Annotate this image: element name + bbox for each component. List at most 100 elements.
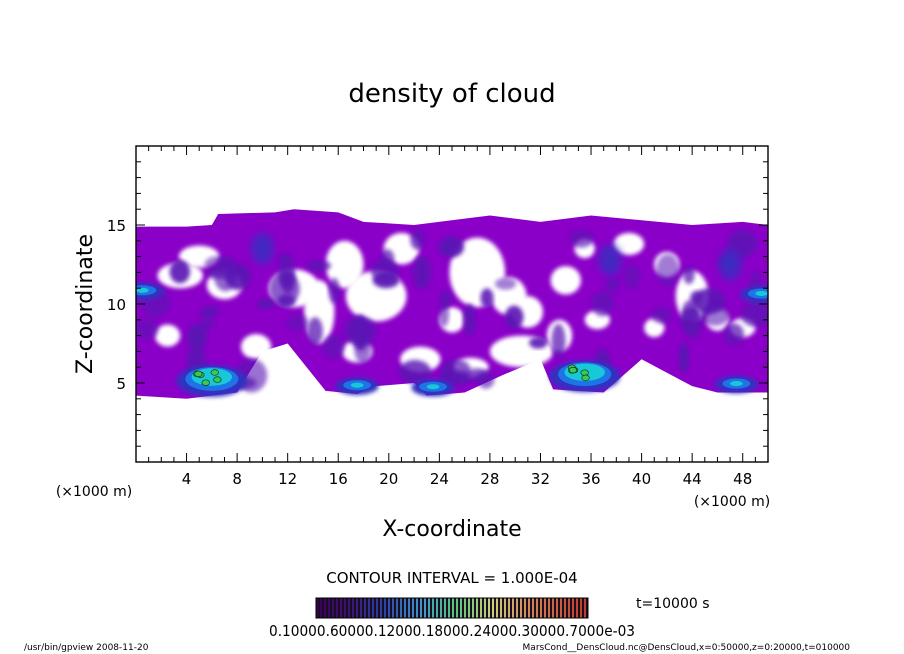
peak-contour — [201, 379, 210, 386]
colorbar-cell — [448, 598, 451, 618]
density-blotch — [740, 302, 768, 327]
colorbar-cell — [474, 598, 477, 618]
colorbar-cell — [498, 598, 501, 618]
time-label: t=10000 s — [636, 596, 710, 612]
x-tick-label: 32 — [531, 470, 550, 488]
colorbar-cell — [454, 598, 457, 618]
density-blotch — [451, 370, 471, 385]
colorbar-cell — [368, 598, 371, 618]
colorbar-cell — [580, 598, 583, 618]
density-blotch — [380, 249, 395, 268]
x-tick-label: 28 — [480, 470, 499, 488]
colorbar-cell — [488, 598, 491, 618]
x-tick-label: 24 — [430, 470, 449, 488]
colorbar-cell — [340, 598, 343, 618]
colorbar-cell — [566, 598, 569, 618]
colorbar-cell — [586, 598, 589, 618]
colorbar-cell — [550, 598, 553, 618]
colorbar-cell — [432, 598, 435, 618]
colorbar-cell — [322, 598, 325, 618]
colorbar-cell — [548, 598, 551, 618]
x-axis-unit: (×1000 m) — [694, 494, 770, 510]
colorbar-cell — [324, 598, 327, 618]
colorbar-cell — [510, 598, 513, 618]
colorbar-cell — [502, 598, 505, 618]
colorbar-cell — [534, 598, 537, 618]
colorbar-cell — [336, 598, 339, 618]
colorbar-cell — [508, 598, 511, 618]
colorbar-cell — [452, 598, 455, 618]
colorbar-cell — [582, 598, 585, 618]
density-blotch — [305, 260, 332, 272]
colorbar-cell — [538, 598, 541, 618]
axis-ticks — [136, 146, 768, 462]
density-blotch — [169, 259, 191, 284]
colorbar-cell — [426, 598, 429, 618]
colorbar-cell — [536, 598, 539, 618]
colorbar-cell — [358, 598, 361, 618]
colorbar-cell — [472, 598, 475, 618]
colorbar-cell — [422, 598, 425, 618]
peak-contour — [194, 370, 203, 378]
colorbar-cell — [346, 598, 349, 618]
density-blotch — [623, 264, 640, 289]
colorbar-cell — [516, 598, 519, 618]
colorbar-cell — [338, 598, 341, 618]
density-blotch — [286, 313, 309, 332]
deep-density-core — [718, 248, 742, 281]
colorbar-cell — [404, 598, 407, 618]
density-blotch — [684, 323, 701, 340]
y-axis-label: Z-coordinate — [73, 234, 98, 374]
x-tick-label: 4 — [182, 470, 192, 488]
colorbar-cell — [464, 598, 467, 618]
colorbar-cell — [418, 598, 421, 618]
x-tick-label: 36 — [581, 470, 600, 488]
colorbar-cell — [380, 598, 383, 618]
clear-air-gap — [613, 232, 645, 256]
density-blotch — [213, 257, 238, 292]
colorbar-cell — [326, 598, 329, 618]
colorbar-cell — [560, 598, 563, 618]
colorbar-cell — [576, 598, 579, 618]
density-blotch — [466, 368, 488, 382]
colorbar-cell — [506, 598, 509, 618]
colorbar-cell — [542, 598, 545, 618]
colorbar-cell — [552, 598, 555, 618]
density-field — [136, 209, 768, 399]
colorbar-cell — [394, 598, 397, 618]
colorbar-cell — [530, 598, 533, 618]
density-blotch — [683, 265, 695, 285]
density-blotch — [136, 318, 159, 340]
colorbar-cell — [562, 598, 565, 618]
colorbar-cell — [348, 598, 351, 618]
colorbar — [316, 598, 589, 618]
colorbar-cell — [584, 598, 587, 618]
colorbar-cell — [456, 598, 459, 618]
colorbar-cell — [512, 598, 515, 618]
colorbar-cell — [484, 598, 487, 618]
colorbar-cell — [438, 598, 441, 618]
peak-contour — [580, 369, 589, 376]
colorbar-frame — [315, 597, 589, 619]
footer-left: /usr/bin/gpview 2008-11-20 — [24, 643, 149, 653]
x-tick-label: 48 — [733, 470, 752, 488]
medium-density-core — [755, 290, 768, 297]
colorbar-cell — [570, 598, 573, 618]
medium-density-core — [350, 382, 364, 388]
colorbar-cell — [478, 598, 481, 618]
colorbar-cell — [424, 598, 427, 618]
medium-density-core — [136, 287, 149, 293]
medium-density-core — [426, 384, 440, 390]
peak-contour — [581, 374, 590, 382]
colorbar-cell — [354, 598, 357, 618]
colorbar-cell — [574, 598, 577, 618]
colorbar-cell — [416, 598, 419, 618]
colorbar-cell — [520, 598, 523, 618]
x-tick-label: 44 — [683, 470, 702, 488]
density-blotch — [410, 229, 425, 250]
colorbar-cell — [370, 598, 373, 618]
colorbar-cell — [436, 598, 439, 618]
colorbar-cell — [362, 598, 365, 618]
